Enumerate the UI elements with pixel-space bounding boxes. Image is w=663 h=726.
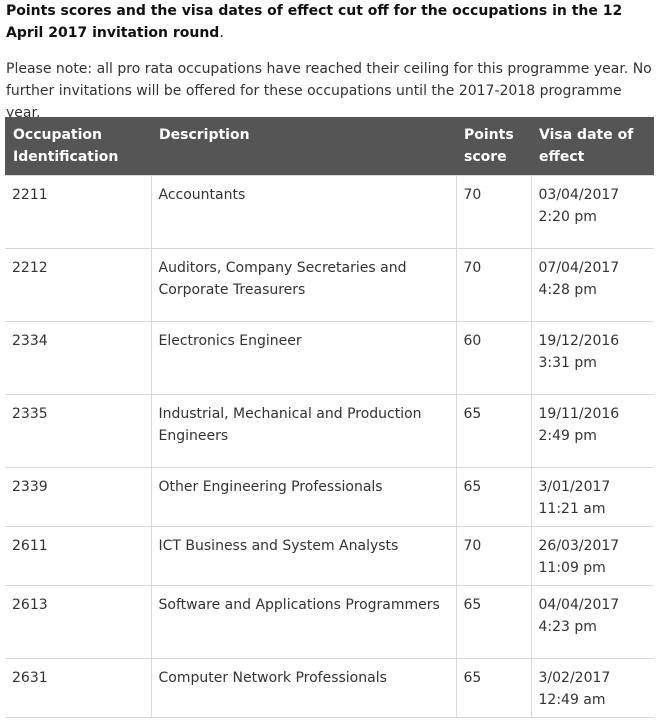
table-row: 2611 ICT Business and System Analysts 70… [5,525,654,586]
description-cell: Industrial, Mechanical and Production En… [150,393,457,468]
header-description: Description [159,127,250,143]
table-header: Occupation Identification Description Po… [5,117,654,175]
points-cell: 65 [455,584,532,659]
description-cell: Other Engineering Professionals [150,466,457,527]
visa-date-cell: 3/02/2017 12:49 am [530,657,654,718]
table-row: 2334 Electronics Engineer 60 19/12/2016 … [5,320,654,395]
table-row: 2613 Software and Applications Programme… [5,584,654,659]
table-row: 2212 Auditors, Company Secretaries and C… [5,247,654,322]
points-cell: 60 [455,320,532,395]
occupation-id-cell: 2211 [5,174,152,249]
table-row: 2335 Industrial, Mechanical and Producti… [5,393,654,468]
occupation-id-cell: 2611 [5,525,152,586]
points-cell: 65 [455,393,532,468]
occupation-id-cell: 2334 [5,320,152,395]
occupation-id-cell: 2335 [5,393,152,468]
points-cell: 65 [455,657,532,718]
pro-rata-note: Please note: all pro rata occupations ha… [6,61,652,121]
table-row: 2631 Computer Network Professionals 65 3… [5,657,654,718]
description-cell: Auditors, Company Secretaries and Corpor… [150,247,457,322]
occupation-table: Occupation Identification Description Po… [5,117,654,718]
visa-date-cell: 03/04/2017 2:20 pm [530,174,654,249]
description-cell: ICT Business and System Analysts [150,525,457,586]
description-cell: Software and Applications Programmers [150,584,457,659]
header-occupation-id: Occupation Identification [13,127,119,165]
occupation-id-cell: 2339 [5,466,152,527]
header-visa-date: Visa date of effect [539,127,634,165]
table-row: 2339 Other Engineering Professionals 65 … [5,466,654,527]
points-cell: 70 [455,525,532,586]
table-row: 2211 Accountants 70 03/04/2017 2:20 pm [5,174,654,249]
points-cell: 70 [455,247,532,322]
visa-date-cell: 19/11/2016 2:49 pm [530,393,654,468]
visa-date-cell: 19/12/2016 3:31 pm [530,320,654,395]
header-row: Occupation Identification Description Po… [5,117,654,175]
heading-period: . [219,25,224,41]
visa-date-cell: 3/01/2017 11:21 am [530,466,654,527]
points-cell: 65 [455,466,532,527]
description-cell: Accountants [150,174,457,249]
description-cell: Electronics Engineer [150,320,457,395]
description-cell: Computer Network Professionals [150,657,457,718]
visa-date-cell: 07/04/2017 4:28 pm [530,247,654,322]
heading-text: Points scores and the visa dates of effe… [6,3,623,41]
occupation-id-cell: 2631 [5,657,152,718]
visa-date-cell: 04/04/2017 4:23 pm [530,584,654,659]
header-points-score: Points score [464,127,514,165]
occupation-id-cell: 2212 [5,247,152,322]
points-cell: 70 [455,174,532,249]
table-body: 2211 Accountants 70 03/04/2017 2:20 pm 2… [5,174,654,718]
page-heading: Points scores and the visa dates of effe… [6,0,656,44]
visa-date-cell: 26/03/2017 11:09 pm [530,525,654,586]
occupation-id-cell: 2613 [5,584,152,659]
